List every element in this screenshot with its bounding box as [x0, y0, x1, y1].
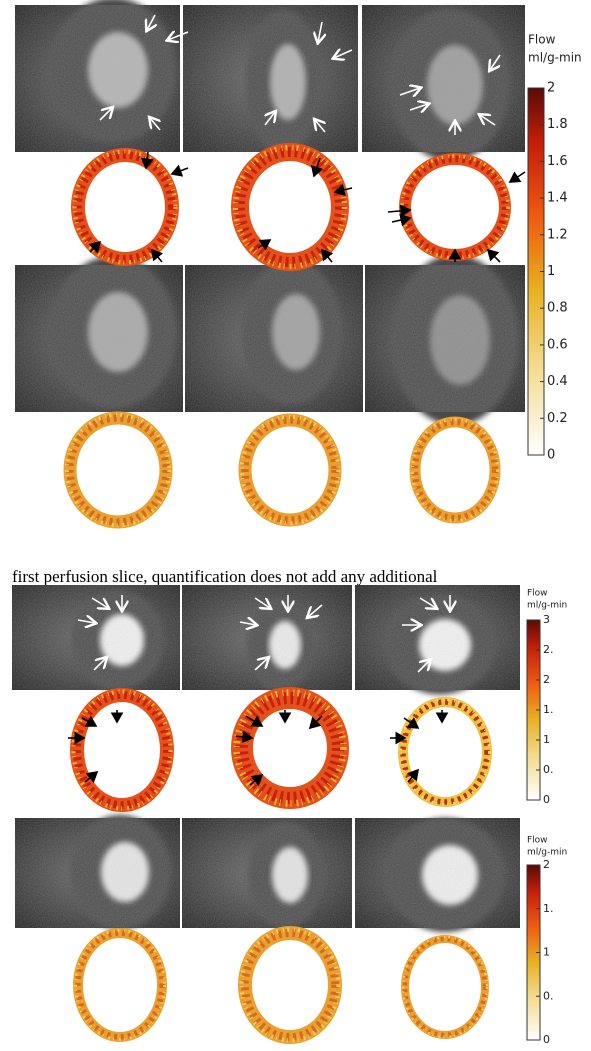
- colorbar-tick-label: 1: [543, 733, 550, 746]
- mri-image: [15, 256, 183, 412]
- figure: first perfusion slice, quantification do…: [0, 0, 591, 1051]
- flow-map: [76, 931, 165, 1040]
- colorbar-tick-label: 2: [543, 673, 550, 686]
- colorbar-tick-label: 1: [547, 264, 555, 279]
- mri-noise: [365, 265, 525, 412]
- colorbar-tick-label: 2: [547, 81, 555, 96]
- colorbar-unit: ml/g-min: [527, 848, 567, 858]
- colorbar-tick-label: 0.: [543, 763, 554, 776]
- flow-map: [236, 148, 345, 267]
- myocardial-ring: [78, 155, 172, 259]
- colorbar-tick-label: 0.2: [547, 411, 568, 426]
- flow-map: [74, 692, 171, 809]
- myocardial-ring: [78, 933, 162, 1037]
- colorbar-unit: ml/g-min: [527, 601, 567, 611]
- colorbar-title: Flow: [527, 589, 548, 599]
- colorbar-tick-label: 0: [547, 448, 555, 463]
- colorbar-tick-label: 0.4: [547, 374, 568, 389]
- colorbar-tick-label: 1.2: [547, 227, 568, 242]
- colorbar-tick-label: 1.: [543, 902, 554, 915]
- mri-noise: [185, 265, 363, 412]
- mri-noise: [15, 5, 180, 152]
- mri-image: [355, 585, 520, 694]
- colorbar-tick-label: 0: [543, 1033, 550, 1046]
- colorbar-tick-label: 1: [543, 946, 550, 959]
- mri-noise: [15, 265, 183, 412]
- mri-image: [15, 815, 180, 929]
- colorbar-tick-label: 1.4: [547, 191, 568, 206]
- mri-noise: [182, 585, 352, 690]
- colorbar-tick-label: 2: [543, 858, 550, 871]
- colorbar-tick-label: 1.8: [547, 117, 568, 132]
- caption: first perfusion slice, quantification do…: [12, 567, 438, 586]
- colorbar-unit: ml/g-min: [528, 51, 582, 65]
- arrow: [488, 250, 500, 262]
- flow-map: [75, 152, 176, 263]
- mri-noise: [355, 818, 520, 928]
- arrow: [172, 168, 188, 174]
- mri-image: [183, 5, 358, 154]
- mri-noise: [355, 585, 520, 690]
- mri-image: [182, 818, 352, 928]
- mri-image: [362, 5, 525, 161]
- colorbar-title: Flow: [527, 836, 548, 846]
- mri-image: [185, 260, 363, 412]
- mri-image: [182, 585, 352, 691]
- colorbar-tick-label: 1.: [543, 703, 554, 716]
- flow-map: [412, 419, 498, 521]
- mri-noise: [15, 818, 180, 928]
- mri-noise: [183, 5, 358, 152]
- flow-map: [237, 693, 344, 804]
- mri-image: [15, 0, 180, 152]
- flow-map: [402, 156, 508, 258]
- mri-noise: [362, 5, 525, 152]
- flow-map: [401, 700, 490, 805]
- colorbar-title: Flow: [528, 33, 556, 47]
- flow-map: [242, 930, 339, 1041]
- mri-image: [355, 818, 520, 932]
- colorbar-tick-label: 0: [543, 793, 550, 806]
- mri-image: [365, 255, 525, 426]
- colorbar-tick-label: 0.8: [547, 301, 568, 316]
- mri-noise: [182, 818, 352, 928]
- flow-map: [242, 417, 339, 524]
- colorbar-tick-label: 0.6: [547, 337, 568, 352]
- colorbar-tick-label: 1.6: [547, 154, 568, 169]
- colorbar-tick-label: 0.: [543, 989, 554, 1002]
- flow-map: [67, 415, 170, 526]
- flow-map: [403, 937, 487, 1037]
- arrow: [510, 172, 525, 182]
- colorbar-tick-label: 2.: [543, 643, 554, 656]
- colorbar-tick-label: 3: [543, 613, 550, 626]
